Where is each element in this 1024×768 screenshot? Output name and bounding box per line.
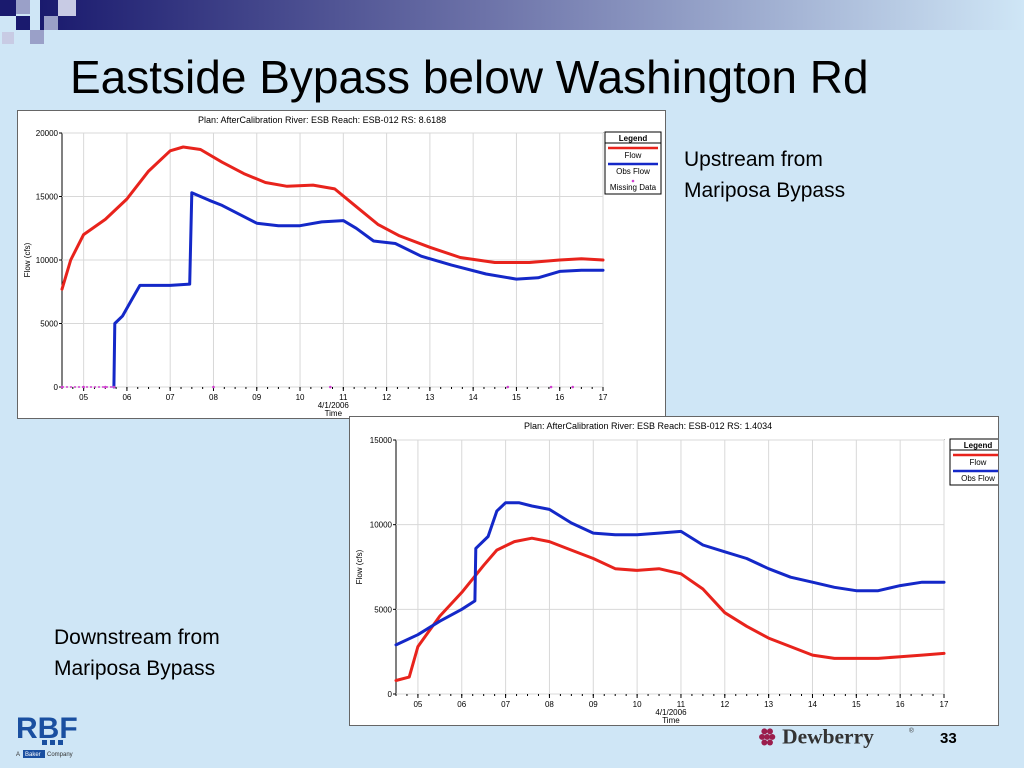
slide-title: Eastside Bypass below Washington Rd <box>70 51 869 103</box>
x-tick-label: 06 <box>122 393 131 402</box>
x-tick-label: 10 <box>296 393 305 402</box>
x-tick-label: 16 <box>555 393 564 402</box>
obs-flow-series-line <box>394 501 946 647</box>
y-tick-label: 10000 <box>370 521 393 530</box>
y-axis-label: Flow (cfs) <box>355 549 364 584</box>
missing-data-point <box>329 385 332 389</box>
legend-label: Flow <box>625 151 642 160</box>
rbf-logo-text: RBF <box>16 712 78 745</box>
chart-legend: Legend Flow Obs Flow <box>949 438 998 486</box>
legend-label: Obs Flow <box>616 167 650 176</box>
obs-flow-series-line <box>112 191 605 389</box>
y-tick-label: 15000 <box>36 193 59 202</box>
downstream-caption-line-1: Downstream from <box>54 626 220 649</box>
rbf-logo: RBF A Baker Company <box>16 712 78 758</box>
missing-data-point <box>571 385 575 389</box>
x-tick-label: 11 <box>339 393 348 402</box>
flow-series-line <box>394 536 946 682</box>
y-tick-label: 10000 <box>36 256 59 265</box>
chart-title: Plan: AfterCalibration River: ESB Reach:… <box>198 115 446 125</box>
legend-label: Flow <box>970 458 987 467</box>
y-tick-label: 20000 <box>36 129 59 138</box>
page-number: 33 <box>940 730 957 747</box>
rbf-tagline-brand: Baker <box>25 752 41 758</box>
x-tick-label: 05 <box>79 393 88 402</box>
x-tick-label: 13 <box>425 393 434 402</box>
upstream-caption-line-2: Mariposa Bypass <box>684 179 846 202</box>
legend-label: Obs Flow <box>961 474 995 483</box>
upstream-caption-line-1: Upstream from <box>684 148 823 171</box>
y-tick-label: 15000 <box>370 436 393 445</box>
x-tick-label: 08 <box>545 700 554 709</box>
downstream-caption: Downstream from Mariposa Bypass <box>54 622 220 684</box>
x-tick-label: 07 <box>166 393 175 402</box>
upstream-hydrograph-chart: Plan: AfterCalibration River: ESB Reach:… <box>17 110 666 419</box>
chart-title: Plan: AfterCalibration River: ESB Reach:… <box>524 421 772 431</box>
dewberry-registered-mark: ® <box>909 726 914 734</box>
x-tick-label: 15 <box>852 700 861 709</box>
flow-series-line <box>60 145 605 291</box>
missing-data-point <box>212 385 215 389</box>
x-tick-label: 06 <box>457 700 466 709</box>
y-tick-label: 5000 <box>40 320 58 329</box>
legend-title: Legend <box>619 134 648 143</box>
x-tick-label: 10 <box>633 700 642 709</box>
x-tick-label: 12 <box>720 700 729 709</box>
x-tick-label: 13 <box>764 700 773 709</box>
y-axis-label: Flow (cfs) <box>23 242 32 277</box>
x-tick-label: 07 <box>501 700 510 709</box>
upstream-hydrograph-svg: Plan: AfterCalibration River: ESB Reach:… <box>23 115 662 418</box>
missing-data-point <box>112 385 116 389</box>
upstream-caption: Upstream from Mariposa Bypass <box>684 144 845 206</box>
downstream-hydrograph-chart: Plan: AfterCalibration River: ESB Reach:… <box>349 416 999 726</box>
y-tick-label: 0 <box>54 383 59 392</box>
x-tick-label: 09 <box>252 393 261 402</box>
x-tick-label: 17 <box>940 700 949 709</box>
x-tick-label: 12 <box>382 393 391 402</box>
x-tick-label: 16 <box>896 700 905 709</box>
missing-data-point <box>549 385 553 389</box>
x-tick-label: 14 <box>808 700 817 709</box>
legend-title: Legend <box>964 441 993 450</box>
legend-box <box>949 438 998 486</box>
dewberry-logo-text: Dewberry <box>782 724 874 748</box>
x-tick-label: 17 <box>599 393 608 402</box>
x-tick-label: 05 <box>413 700 422 709</box>
x-tick-label: 09 <box>589 700 598 709</box>
berry-icon <box>759 728 776 746</box>
chart-legend: Legend Flow Obs Flow Missing Data <box>604 131 662 195</box>
x-tick-label: 08 <box>209 393 218 402</box>
legend-label: Missing Data <box>610 183 657 192</box>
plot-area <box>395 439 945 695</box>
rbf-tagline-suffix: Company <box>47 752 73 758</box>
x-tick-label: 11 <box>677 700 686 709</box>
x-tick-label: 14 <box>469 393 478 402</box>
x-axis-label: Time <box>662 716 680 725</box>
legend-swatch-missing <box>631 179 635 183</box>
dewberry-logo: Dewberry ® <box>759 724 914 748</box>
y-tick-label: 5000 <box>374 605 392 614</box>
downstream-hydrograph-svg: Plan: AfterCalibration River: ESB Reach:… <box>355 421 998 725</box>
downstream-caption-line-2: Mariposa Bypass <box>54 657 216 680</box>
x-axis-label: Time <box>325 409 343 418</box>
title-bar-decoration <box>0 0 1024 44</box>
x-tick-label: 15 <box>512 393 521 402</box>
x-date-label: 4/1/2006 <box>318 401 350 410</box>
rbf-tagline-prefix: A <box>16 752 20 758</box>
missing-data-point <box>103 385 107 389</box>
y-tick-label: 0 <box>388 690 393 699</box>
missing-data-point <box>506 385 510 389</box>
x-date-label: 4/1/2006 <box>655 708 687 717</box>
